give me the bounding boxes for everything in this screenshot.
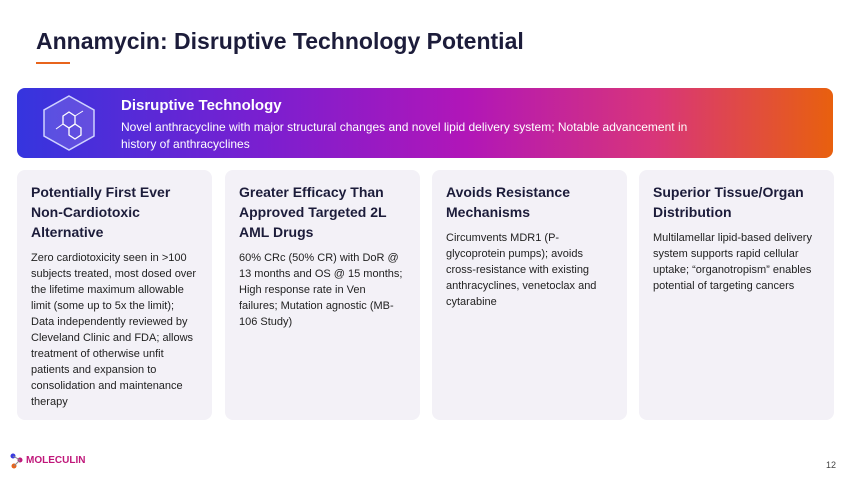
- slide-title: Annamycin: Disruptive Technology Potenti…: [36, 28, 524, 54]
- banner-text: Novel anthracycline with major structura…: [121, 120, 688, 151]
- card-text: Circumvents MDR1 (P-glycoprotein pumps);…: [446, 232, 597, 308]
- card-title: Potentially First Ever Non-Cardiotoxic A…: [31, 184, 171, 240]
- card-text: Multilamellar lipid-based delivery syste…: [653, 232, 812, 292]
- card-title: Superior Tissue/Organ Distribution: [653, 184, 804, 220]
- card: Avoids Resistance Mechanisms Circumvents …: [432, 170, 627, 420]
- card: Superior Tissue/Organ Distribution Multil…: [639, 170, 834, 420]
- logo-text: MOLECULIN: [26, 455, 86, 466]
- card: Potentially First Ever Non-Cardiotoxic A…: [17, 170, 212, 420]
- card-text: 60% CRc (50% CR) with DoR @ 13 months an…: [239, 252, 403, 328]
- page-number: 12: [826, 460, 837, 470]
- logo-icon: [10, 453, 23, 469]
- card-text: Zero cardiotoxicity seen in >100 subject…: [31, 252, 197, 408]
- banner: [17, 88, 833, 158]
- banner-icon: [43, 95, 95, 151]
- banner-title: Disruptive Technology: [121, 97, 282, 114]
- card: Greater Efficacy Than Approved Targeted …: [225, 170, 420, 420]
- title-underline: [36, 62, 70, 64]
- card-title: Avoids Resistance Mechanisms: [446, 184, 570, 220]
- card-title: Greater Efficacy Than Approved Targeted …: [239, 184, 387, 240]
